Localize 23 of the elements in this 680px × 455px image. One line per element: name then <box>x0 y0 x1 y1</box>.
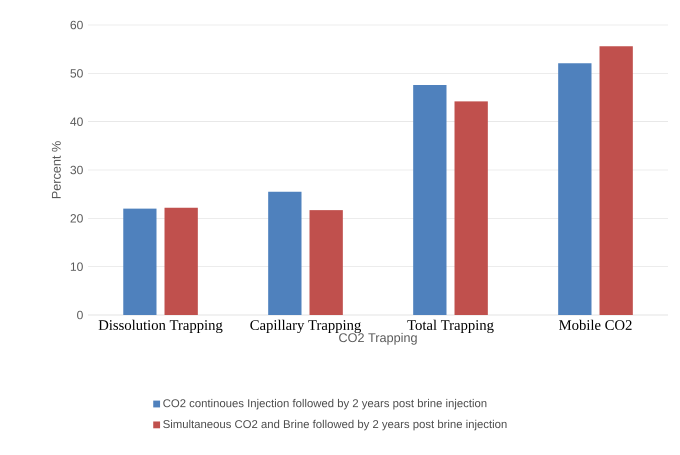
y-tick-label: 50 <box>70 69 83 78</box>
y-tick-label: 0 <box>77 310 83 320</box>
x-axis-title: CO2 Trapping <box>339 332 417 345</box>
y-tick-label: 40 <box>70 117 83 126</box>
bar <box>164 208 198 315</box>
bar <box>268 192 302 315</box>
x-tick-label: Dissolution Trapping <box>98 320 223 334</box>
bar <box>558 63 592 315</box>
x-tick-label: Total Trapping <box>407 320 494 334</box>
y-axis-title: Percent % <box>52 141 61 198</box>
bar <box>413 84 447 315</box>
y-tick-label: 30 <box>70 166 83 174</box>
y-tick-label: 10 <box>70 262 83 271</box>
x-tick-label: Capillary Trapping <box>250 320 361 334</box>
legend-label: CO2 continoues Injection followed by 2 years post brine injection <box>163 398 486 410</box>
y-tick-label: 20 <box>70 214 83 223</box>
bar <box>454 101 488 315</box>
y-tick-label: 60 <box>70 20 83 30</box>
bar <box>310 210 343 315</box>
legend-label: Simultaneous CO2 and Brine followed by 2 years post brine injection <box>163 420 507 430</box>
x-tick-label: Mobile CO2 <box>559 320 632 330</box>
bar <box>123 208 157 315</box>
bar <box>600 46 633 315</box>
